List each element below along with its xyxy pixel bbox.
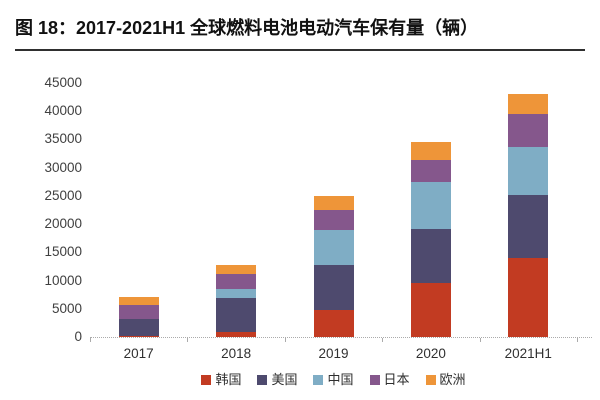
figure-title: 图 18：2017-2021H1 全球燃料电池电动汽车保有量（辆） [15,18,479,38]
y-axis-label: 25000 [44,187,82,203]
y-axis-label: 15000 [44,244,82,260]
y-axis-label: 5000 [51,300,82,316]
bar-segment-europe-2017 [118,296,159,306]
legend-item-europe: 欧洲 [425,372,466,387]
bar-segment-usa-2018 [216,298,257,332]
bar-segment-usa-2021H1 [508,194,549,258]
chart-legend: 韩国 美国 中国 日本 欧洲 [90,373,577,387]
bar-segment-korea-2018 [216,331,257,337]
x-axis-tick [187,338,189,342]
y-axis-label: 40000 [44,103,82,119]
x-axis-label-2021H1: 2021H1 [504,346,552,361]
x-axis-label-2018: 2018 [221,346,252,361]
legend-swatch-japan [369,375,380,385]
legend-label-japan: 日本 [383,372,410,387]
bar-segment-japan-2020 [410,159,451,182]
bar-segment-korea-2021H1 [508,257,549,337]
y-axis-label: 10000 [44,272,82,288]
bar-segment-japan-2017 [118,305,159,319]
bar-segment-japan-2018 [216,273,257,290]
y-axis-label: 0 [74,329,82,344]
bar-segment-china-2020 [410,181,451,230]
bar-segment-usa-2020 [410,229,451,283]
x-axis-label-2017: 2017 [123,346,154,361]
x-axis-tick [577,338,578,342]
legend-item-china: 中国 [313,372,354,387]
x-axis-line [90,337,592,338]
legend-swatch-europe [425,375,436,385]
legend-item-usa: 美国 [257,373,297,387]
legend-swatch-korea [201,375,212,385]
x-axis-label-2019: 2019 [318,346,349,361]
x-axis-label-2020: 2020 [415,346,446,361]
bar-segment-japan-2019 [313,210,354,230]
legend-label-europe: 欧洲 [439,372,466,387]
bar-segment-europe-2019 [313,195,354,210]
bar-segment-korea-2020 [410,282,451,337]
y-axis-label: 20000 [44,216,82,232]
bar-segment-korea-2017 [118,336,159,337]
y-axis-label: 30000 [44,159,82,175]
y-axis-label: 35000 [44,131,82,147]
bar-segment-usa-2019 [313,264,354,311]
x-axis-tick [479,338,481,342]
bar-segment-china-2018 [216,289,257,299]
title-divider [15,49,585,51]
legend-swatch-usa [257,375,268,385]
bar-segment-europe-2020 [410,142,451,160]
bar-segment-europe-2021H1 [508,94,549,115]
bar-segment-japan-2021H1 [508,114,549,148]
x-axis-tick [284,338,286,342]
y-axis-label: 45000 [44,75,82,90]
bar-segment-china-2019 [313,229,354,265]
bar-segment-korea-2019 [313,310,354,337]
legend-item-korea: 韩国 [201,373,241,387]
legend-label-korea: 韩国 [215,372,242,387]
bar-segment-europe-2018 [216,264,257,274]
bar-segment-china-2021H1 [508,147,549,195]
legend-label-china: 中国 [327,372,354,387]
bar-segment-usa-2017 [118,318,159,337]
x-axis-tick [90,338,91,342]
legend-label-usa: 美国 [271,372,298,387]
x-axis-tick [382,338,384,342]
legend-item-japan: 日本 [369,372,410,387]
legend-swatch-china [313,375,324,385]
